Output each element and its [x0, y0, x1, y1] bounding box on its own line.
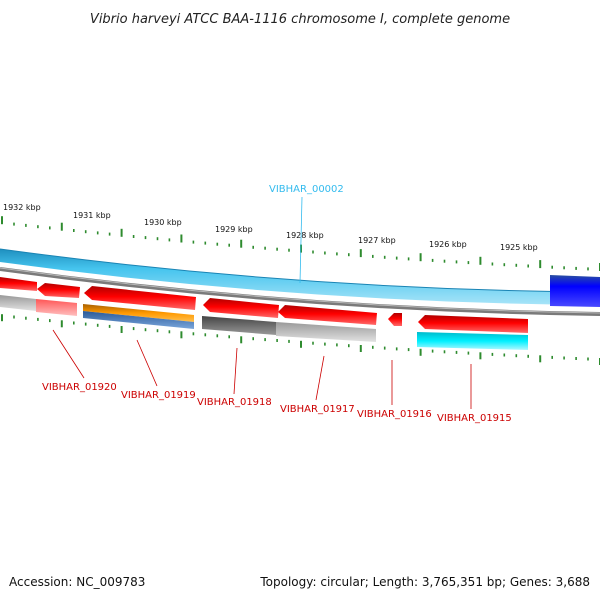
- cds-block-gray[interactable]: [0, 295, 36, 311]
- cds-block-orange[interactable]: [83, 304, 194, 322]
- kbp-label: 1929 kbp: [215, 225, 253, 234]
- gene-annotations: VIBHAR_01920 VIBHAR_01919 VIBHAR_01918 V…: [42, 329, 512, 424]
- kbp-scale-labels: 1932 kbp 1931 kbp 1930 kbp 1929 kbp 1928…: [3, 203, 538, 252]
- forward-gene-track: [0, 277, 528, 333]
- kbp-label: 1932 kbp: [3, 203, 41, 212]
- gene-feature[interactable]: [418, 315, 528, 333]
- kbp-label: 1925 kbp: [500, 243, 538, 252]
- kbp-label: 1931 kbp: [73, 211, 111, 220]
- cds-color-track: [0, 295, 528, 350]
- gene-feature[interactable]: [84, 286, 196, 310]
- gene-feature[interactable]: [0, 277, 37, 291]
- gene-label[interactable]: VIBHAR_01915: [437, 413, 512, 424]
- gene-label[interactable]: VIBHAR_01918: [197, 397, 272, 408]
- gene-feature[interactable]: [203, 298, 279, 318]
- gene-feature[interactable]: [388, 313, 402, 326]
- rna-label[interactable]: VIBHAR_00002: [269, 184, 344, 195]
- gene-feature[interactable]: [278, 305, 377, 325]
- cds-block-blue[interactable]: [83, 311, 194, 329]
- gene-label[interactable]: VIBHAR_01920: [42, 382, 117, 393]
- cds-block-dark-gray[interactable]: [202, 316, 276, 335]
- map-title: Vibrio harveyi ATCC BAA-1116 chromosome …: [90, 12, 510, 27]
- gene-label[interactable]: VIBHAR_01917: [280, 404, 355, 415]
- leader-line: [136, 339, 158, 387]
- accession-text: Accession: NC_009783: [9, 575, 145, 589]
- backbone-ring-highlight: [0, 267, 600, 314]
- kbp-label: 1928 kbp: [286, 231, 324, 240]
- rna-annotation: VIBHAR_00002: [269, 184, 344, 284]
- outer-tick-ring: [1, 216, 600, 271]
- gene-feature[interactable]: [37, 283, 80, 298]
- genome-summary-text: Topology: circular; Length: 3,765,351 bp…: [259, 575, 590, 589]
- gene-label[interactable]: VIBHAR_01919: [121, 390, 196, 401]
- leader-line: [299, 196, 303, 284]
- cds-block-pink[interactable]: [36, 299, 77, 316]
- kbp-label: 1927 kbp: [358, 236, 396, 245]
- backbone-ring: [0, 267, 600, 316]
- leader-line: [233, 347, 238, 395]
- cds-block-cyan[interactable]: [417, 332, 528, 350]
- leader-line: [52, 329, 85, 379]
- kbp-label: 1926 kbp: [429, 240, 467, 249]
- kbp-label: 1930 kbp: [144, 218, 182, 227]
- gene-label[interactable]: VIBHAR_01916: [357, 409, 432, 420]
- leader-line: [315, 355, 325, 401]
- feature-block-blue[interactable]: [550, 275, 600, 307]
- cds-block-light-gray[interactable]: [276, 322, 376, 342]
- outer-feature-ring[interactable]: [0, 249, 600, 305]
- inner-tick-ring: [1, 314, 600, 365]
